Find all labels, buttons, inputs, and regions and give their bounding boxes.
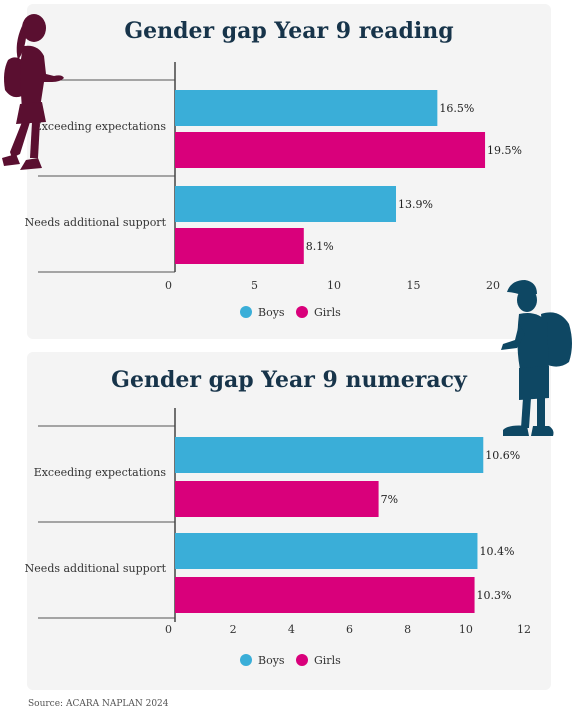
numeracy-chart-title: Gender gap Year 9 numeracy	[111, 367, 467, 393]
reading-legend-swatch	[240, 306, 252, 318]
reading-chart-card: Gender gap Year 9 reading	[27, 4, 551, 339]
reading-tick-label: 5	[251, 279, 258, 292]
reading-legend-swatch	[296, 306, 308, 318]
numeracy-chart-card: Gender gap Year 9 numeracy	[27, 352, 551, 690]
numeracy-bar-boys	[175, 533, 478, 569]
numeracy-legend-item-girls: Girls	[296, 654, 341, 667]
numeracy-legend-swatch	[296, 654, 308, 666]
reading-bar-girls	[175, 228, 304, 264]
reading-data-label: 13.9%	[398, 198, 433, 211]
source-note: Source: ACARA NAPLAN 2024	[28, 699, 169, 709]
numeracy-category-label: Needs additional support	[25, 562, 167, 575]
reading-tick-label: 0	[165, 279, 172, 292]
reading-data-label: 16.5%	[439, 102, 474, 115]
numeracy-legend-label: Boys	[258, 654, 285, 667]
reading-data-label: 19.5%	[487, 144, 522, 157]
reading-legend-item-boys: Boys	[240, 306, 285, 319]
numeracy-bar-boys	[175, 437, 484, 473]
reading-legend-label: Girls	[314, 306, 341, 319]
numeracy-tick-label: 0	[165, 623, 172, 636]
reading-tick-label: 20	[486, 279, 500, 292]
reading-category-label: Exceeding expectations	[34, 120, 167, 133]
numeracy-data-label: 10.6%	[485, 449, 520, 462]
numeracy-legend-item-boys: Boys	[240, 654, 285, 667]
numeracy-tick-label: 6	[346, 623, 353, 636]
reading-legend-label: Boys	[258, 306, 285, 319]
numeracy-tick-label: 12	[517, 623, 531, 636]
numeracy-tick-label: 8	[404, 623, 411, 636]
girl-silhouette-icon	[2, 14, 64, 170]
reading-bar-boys	[175, 90, 438, 126]
reading-tick-label: 10	[327, 279, 341, 292]
reading-bar-girls	[175, 132, 486, 168]
numeracy-data-label: 10.3%	[477, 589, 512, 602]
numeracy-tick-label: 4	[288, 623, 295, 636]
boy-silhouette-icon	[501, 280, 572, 436]
reading-data-label: 8.1%	[306, 240, 334, 253]
reading-chart-title: Gender gap Year 9 reading	[124, 18, 454, 44]
reading-chart: Exceeding expectations 16.5% 19.5% Needs ad…	[25, 62, 522, 319]
numeracy-tick-label: 10	[459, 623, 473, 636]
numeracy-bar-girls	[175, 481, 379, 517]
numeracy-legend-swatch	[240, 654, 252, 666]
numeracy-bar-girls	[175, 577, 475, 613]
reading-legend-item-girls: Girls	[296, 306, 341, 319]
numeracy-tick-label: 2	[230, 623, 237, 636]
reading-bar-boys	[175, 186, 397, 222]
reading-category-label: Needs additional support	[25, 216, 167, 229]
numeracy-chart: Exceeding expectations 10.6% 7% Needs addit…	[25, 408, 531, 667]
numeracy-legend-label: Girls	[314, 654, 341, 667]
numeracy-data-label: 10.4%	[479, 545, 514, 558]
numeracy-data-label: 7%	[381, 493, 398, 506]
reading-tick-label: 15	[407, 279, 421, 292]
numeracy-category-label: Exceeding expectations	[34, 466, 167, 479]
